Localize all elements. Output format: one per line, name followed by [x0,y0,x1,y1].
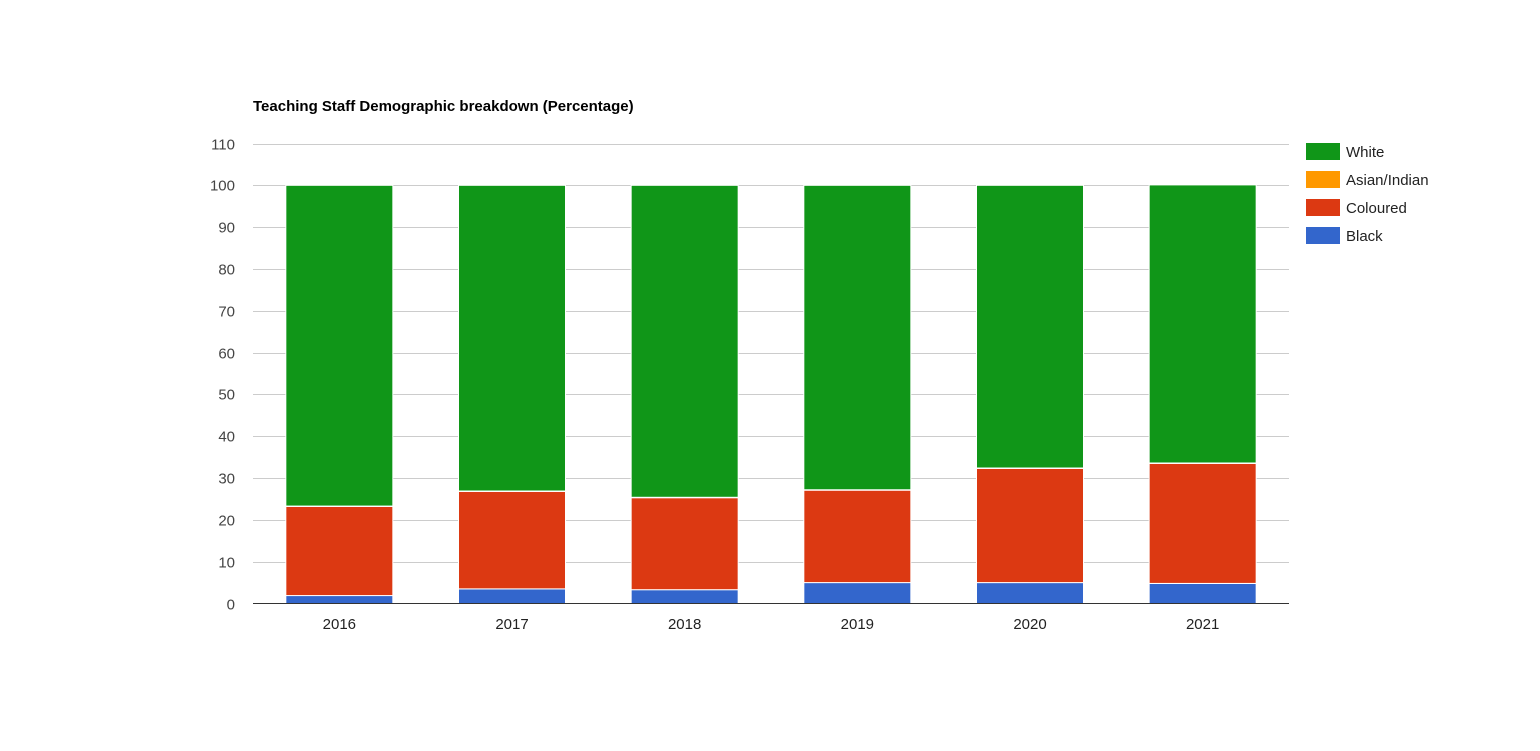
bar-segment-white-2017[interactable] [459,185,566,491]
legend-swatch [1306,227,1340,244]
bar-segment-black-2017[interactable] [459,589,566,604]
bar-segment-black-2021[interactable] [1149,583,1256,603]
bar-segment-black-2020[interactable] [977,583,1084,604]
y-tick-label: 10 [218,555,235,572]
bar-segment-white-2020[interactable] [977,185,1084,468]
bar-segment-white-2018[interactable] [631,185,738,497]
x-tick-label: 2019 [841,616,874,633]
bar-segment-coloured-2021[interactable] [1149,463,1256,583]
y-tick-label: 70 [218,304,235,321]
legend-swatch [1306,199,1340,216]
bar-segment-black-2018[interactable] [631,590,738,604]
legend-item-coloured[interactable]: Coloured [1306,199,1407,217]
y-tick-label: 20 [218,513,235,530]
bar-segment-coloured-2017[interactable] [459,491,566,588]
legend-label: White [1346,144,1384,161]
legend-label: Black [1346,228,1383,245]
y-tick-label: 0 [227,597,235,614]
chart-title: Teaching Staff Demographic breakdown (Pe… [253,98,634,115]
bar-segment-coloured-2020[interactable] [977,468,1084,582]
y-tick-label: 100 [210,178,235,195]
y-tick-label: 60 [218,346,235,363]
x-tick-label: 2021 [1186,616,1219,633]
y-tick-label: 90 [218,220,235,237]
y-tick-label: 50 [218,387,235,404]
legend-label: Asian/Indian [1346,172,1429,189]
y-tick-label: 40 [218,429,235,446]
bar-segment-coloured-2019[interactable] [804,490,911,582]
legend-label: Coloured [1346,200,1407,217]
x-tick-label: 2020 [1013,616,1046,633]
legend-swatch [1306,143,1340,160]
bar-segment-white-2016[interactable] [286,185,393,506]
legend-item-white[interactable]: White [1306,143,1384,161]
y-tick-label: 30 [218,471,235,488]
bar-segment-coloured-2018[interactable] [631,498,738,590]
legend-item-asian-indian[interactable]: Asian/Indian [1306,171,1429,189]
x-tick-label: 2018 [668,616,701,633]
y-tick-label: 80 [218,262,235,279]
x-tick-label: 2016 [323,616,356,633]
bar-segment-white-2021[interactable] [1149,185,1256,463]
y-tick-label: 110 [211,137,235,154]
x-tick-label: 2017 [495,616,528,633]
bar-segment-black-2016[interactable] [286,596,393,604]
bar-segment-black-2019[interactable] [804,583,911,604]
bar-segment-white-2019[interactable] [804,185,911,489]
legend-swatch [1306,171,1340,188]
bar-segment-coloured-2016[interactable] [286,506,393,595]
